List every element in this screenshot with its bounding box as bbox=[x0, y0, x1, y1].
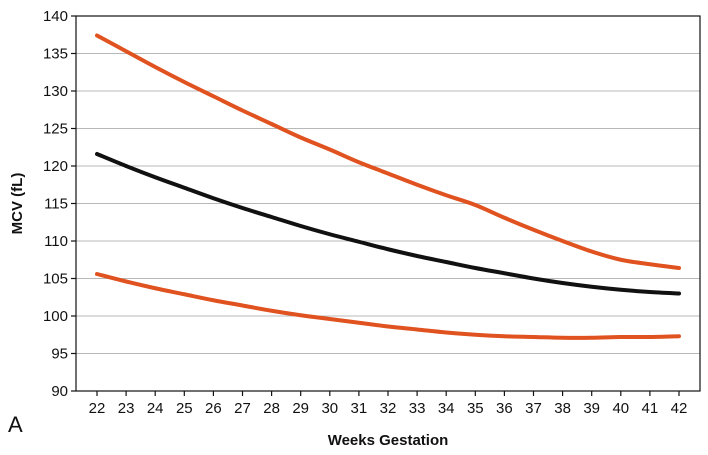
x-tick-label: 22 bbox=[89, 400, 106, 417]
x-tick-label: 24 bbox=[147, 400, 164, 417]
x-axis-ticks: 22 23 24 25 26 27 28 29 30 31 32 33 34 35 36 37 38 39 40 41… bbox=[89, 391, 688, 417]
x-tick-label: 27 bbox=[234, 400, 251, 417]
y-axis-title: MCV (fL) bbox=[9, 173, 26, 235]
x-axis-title: Weeks Gestation bbox=[328, 432, 449, 449]
x-tick-label: 38 bbox=[554, 400, 571, 417]
y-tick-label: 100 bbox=[43, 308, 68, 325]
y-tick-label: 110 bbox=[44, 233, 68, 250]
x-tick-label: 33 bbox=[409, 400, 426, 417]
y-tick-label: 120 bbox=[43, 158, 68, 175]
y-axis-ticks: 90 95 100 105 110 115 120 125 130 135 140 bbox=[43, 8, 76, 400]
x-tick-label: 28 bbox=[263, 400, 280, 417]
y-tick-label: 90 bbox=[51, 383, 68, 400]
y-tick-label: 115 bbox=[44, 196, 68, 213]
x-tick-label: 25 bbox=[176, 400, 193, 417]
x-tick-label: 37 bbox=[525, 400, 542, 417]
x-tick-label: 41 bbox=[642, 400, 659, 417]
x-tick-label: 30 bbox=[321, 400, 338, 417]
x-tick-label: 39 bbox=[583, 400, 600, 417]
x-tick-label: 34 bbox=[438, 400, 455, 417]
x-tick-label: 40 bbox=[612, 400, 629, 417]
series-lines bbox=[95, 33, 681, 340]
y-tick-label: 130 bbox=[43, 83, 68, 100]
median-line bbox=[95, 152, 681, 296]
panel-label: A bbox=[8, 412, 23, 437]
x-tick-label: 26 bbox=[205, 400, 222, 417]
x-tick-label: 36 bbox=[496, 400, 513, 417]
gridlines bbox=[76, 53, 700, 354]
y-tick-label: 105 bbox=[43, 271, 68, 288]
x-tick-label: 32 bbox=[380, 400, 397, 417]
y-tick-label: 125 bbox=[43, 121, 68, 138]
lower-percentile-line bbox=[95, 272, 681, 340]
x-tick-label: 42 bbox=[671, 400, 688, 417]
x-tick-label: 35 bbox=[467, 400, 484, 417]
y-tick-label: 135 bbox=[43, 46, 68, 63]
y-tick-label: 140 bbox=[43, 8, 68, 25]
x-tick-label: 23 bbox=[118, 400, 135, 417]
upper-percentile-line bbox=[95, 33, 681, 270]
y-tick-label: 95 bbox=[51, 346, 68, 363]
x-tick-label: 31 bbox=[351, 400, 368, 417]
x-tick-label: 29 bbox=[292, 400, 309, 417]
